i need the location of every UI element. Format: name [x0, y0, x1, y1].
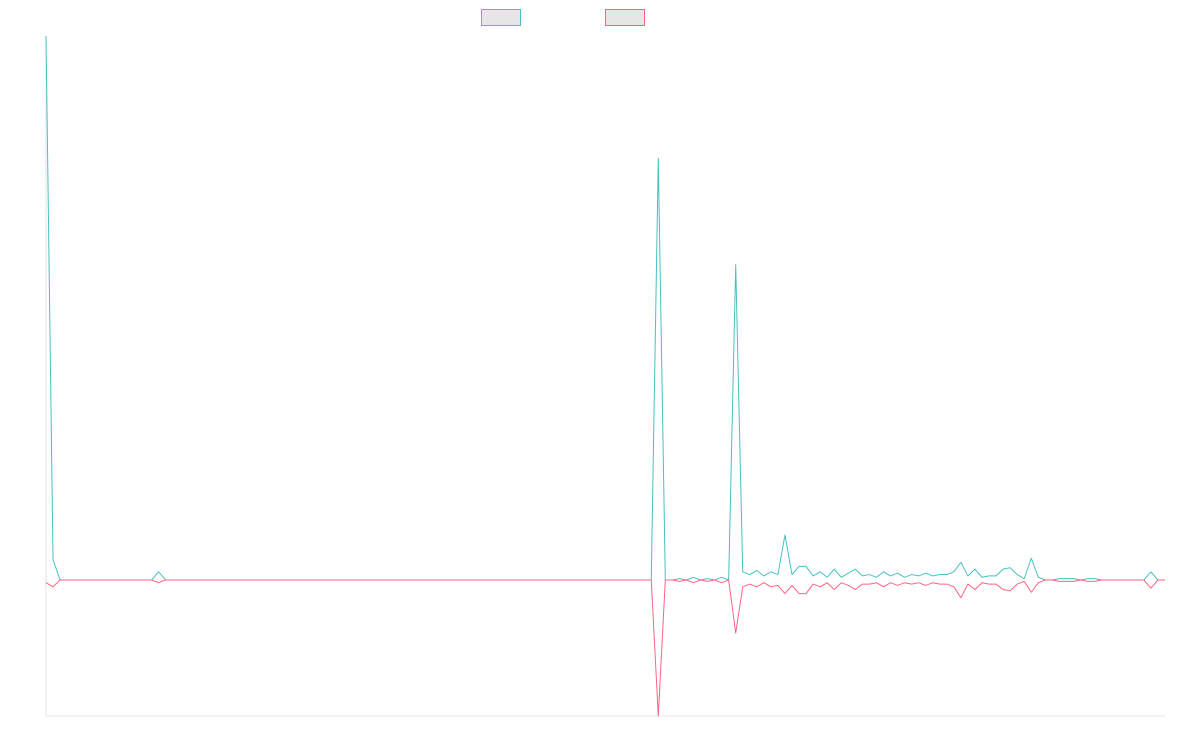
series-layer: [45, 35, 1165, 717]
legend: [481, 9, 645, 26]
legend-swatch-2: [605, 9, 645, 26]
series-line-2: [45, 579, 1165, 717]
series-line-1: [45, 35, 1165, 581]
legend-swatch-1: [481, 9, 521, 26]
axes: [45, 36, 1165, 717]
